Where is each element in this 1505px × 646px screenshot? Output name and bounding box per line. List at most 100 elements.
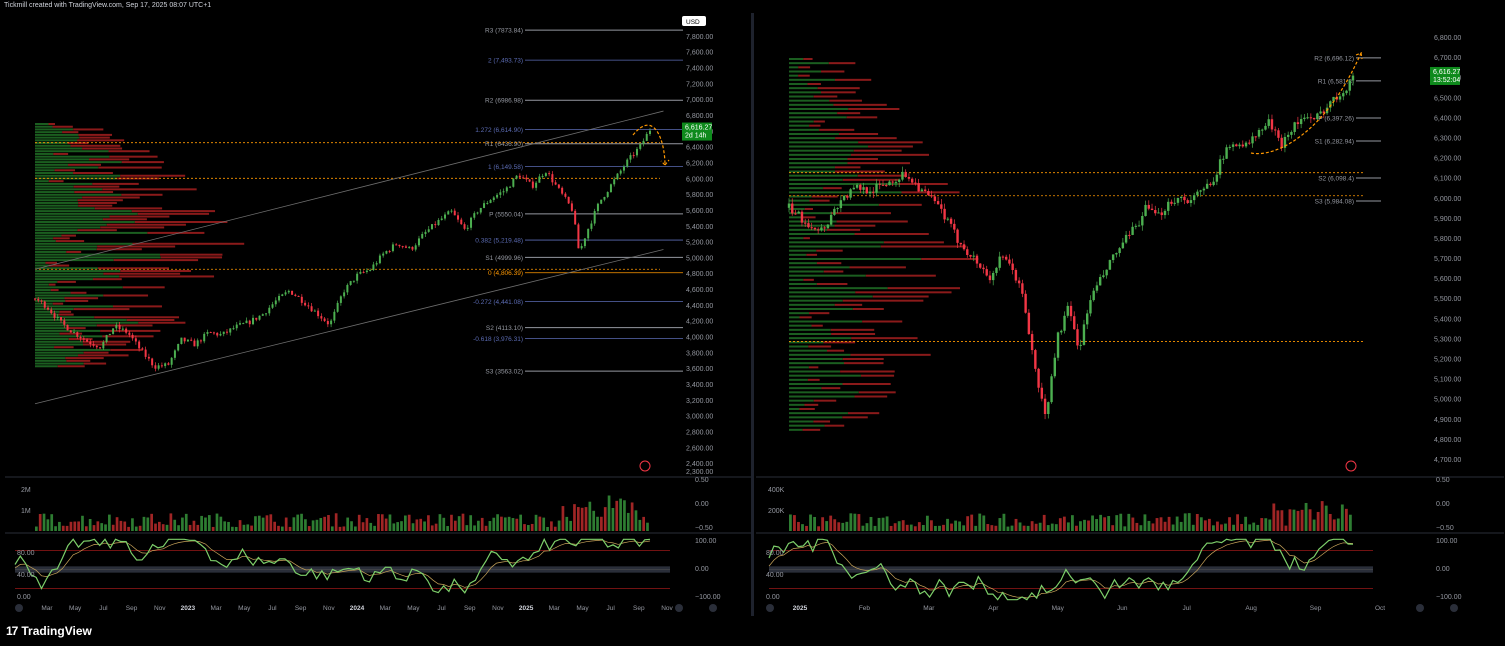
volume-bar [634, 510, 638, 531]
candle-body [1047, 402, 1050, 415]
volume-bar [46, 519, 50, 531]
candle-body [326, 321, 329, 325]
volume-profile-bar-up [789, 420, 814, 423]
volume-profile-bar-up [789, 308, 853, 310]
volume-bar [1010, 525, 1014, 531]
volume-profile-bar-up [789, 145, 869, 148]
volume-profile-bar-down [65, 299, 89, 302]
candle-body [816, 229, 820, 231]
chart-pane-right[interactable]: 6,800.006,700.006,600.006,500.006,400.00… [756, 13, 1504, 616]
volume-bar [1115, 515, 1119, 531]
volume-bar [998, 518, 1002, 531]
left-chart-svg[interactable]: 7,800.00 7,600.00 7,400.00 7,200.00 7,000.00… [5, 13, 753, 616]
volume-profile-bar-down [828, 62, 856, 65]
volume-bar [849, 513, 853, 531]
volume-profile-bar-up [789, 133, 840, 135]
volume-profile-bar-up [35, 136, 80, 139]
volume-profile-bar-down [808, 345, 832, 348]
candle-body [846, 195, 849, 198]
volume-profile-bar-up [35, 237, 54, 240]
volume-profile-bar-up [789, 291, 856, 294]
volume-profile-bar-down [834, 303, 863, 306]
volume-profile-bar-down [836, 220, 908, 223]
candle-body [531, 181, 534, 188]
price-tick-label: 7,000.00 [686, 97, 713, 104]
volume-profile-bar-down [806, 253, 818, 256]
candle-body [1043, 398, 1047, 415]
volume-profile-bar-down [872, 295, 929, 298]
candle-body [398, 244, 401, 247]
volume-bar [1075, 525, 1078, 531]
volume-profile-bar-down [816, 262, 842, 265]
candle-body [894, 181, 898, 183]
volume-bar [269, 514, 273, 531]
volume-bar [1203, 520, 1207, 531]
volume-profile-bar-down [823, 341, 856, 344]
volume-profile-bar-up [789, 195, 812, 198]
volume-bar [330, 526, 334, 531]
candle-body [842, 195, 846, 201]
candle-body [910, 178, 914, 183]
volume-bar [1183, 513, 1187, 531]
pane-divider[interactable] [751, 13, 754, 616]
volume-bar [1111, 525, 1115, 531]
volume-profile-bar-down [122, 286, 165, 289]
volume-bar [61, 525, 65, 531]
candle-body [76, 332, 79, 337]
tradingview-brand[interactable]: TradingView [21, 624, 92, 638]
candle-body [372, 264, 375, 270]
candle-body [356, 273, 359, 281]
volume-profile-bar-up [35, 351, 84, 354]
candle-body [518, 175, 521, 178]
candle-body [95, 345, 98, 348]
volume-bar [1119, 513, 1123, 531]
volume-bar [950, 523, 953, 531]
volume-profile-bar-down [799, 316, 812, 319]
volume-bar [630, 502, 634, 531]
volume-bar [905, 524, 909, 531]
volume-bar [58, 521, 61, 531]
candle-body [66, 324, 69, 331]
candle-body [1244, 142, 1248, 147]
volume-bar [415, 519, 419, 531]
price-tick-label: 3,400.00 [686, 382, 713, 389]
oscillator-right-tick: −100.00 [1436, 594, 1462, 601]
oscillator-left-tick: 80.00 [766, 550, 784, 557]
price-tick-label: 5,600.00 [1434, 276, 1461, 283]
volume-profile-bar-up [789, 387, 822, 390]
volume-profile-bar-down [826, 228, 861, 231]
candle-body [865, 187, 868, 194]
candle-body [836, 208, 839, 210]
right-chart-svg[interactable]: 6,800.006,700.006,600.006,500.006,400.00… [756, 13, 1504, 616]
volume-bar [284, 517, 288, 531]
volume-profile-bar-down [103, 294, 149, 297]
volume-bar [1308, 509, 1312, 531]
trend-channel-line [34, 110, 664, 270]
candle-body [320, 316, 323, 319]
volume-bar [300, 513, 303, 531]
volume-bar [488, 521, 492, 531]
projection-arrow [1250, 51, 1363, 155]
volume-bar [837, 522, 841, 531]
candle-body [1199, 190, 1202, 192]
volume-profile-bar-down [100, 329, 161, 332]
volume-profile-bar-up [35, 321, 139, 324]
candle-body [613, 179, 616, 185]
candle-body [63, 320, 66, 325]
volume-bar [626, 512, 630, 531]
volume-profile-bar-down [78, 201, 117, 204]
volume-profile-bar-down [96, 324, 153, 327]
volume-bar [92, 525, 96, 531]
volume-profile-bar-up [35, 152, 54, 155]
volume-right-tick: 0.00 [1436, 501, 1450, 508]
volume-bar [897, 521, 901, 531]
volume-profile-bar-up [35, 335, 103, 338]
candle-body [1270, 119, 1274, 130]
candle-body [1202, 188, 1206, 191]
candle-body [616, 173, 619, 180]
price-tick-label: 4,800.00 [686, 271, 713, 278]
volume-profile-bar-up [35, 144, 71, 147]
volume-bar [84, 526, 88, 531]
chart-pane-left[interactable]: 7,800.00 7,600.00 7,400.00 7,200.00 7,000.00… [5, 13, 753, 616]
candle-body [248, 320, 251, 325]
